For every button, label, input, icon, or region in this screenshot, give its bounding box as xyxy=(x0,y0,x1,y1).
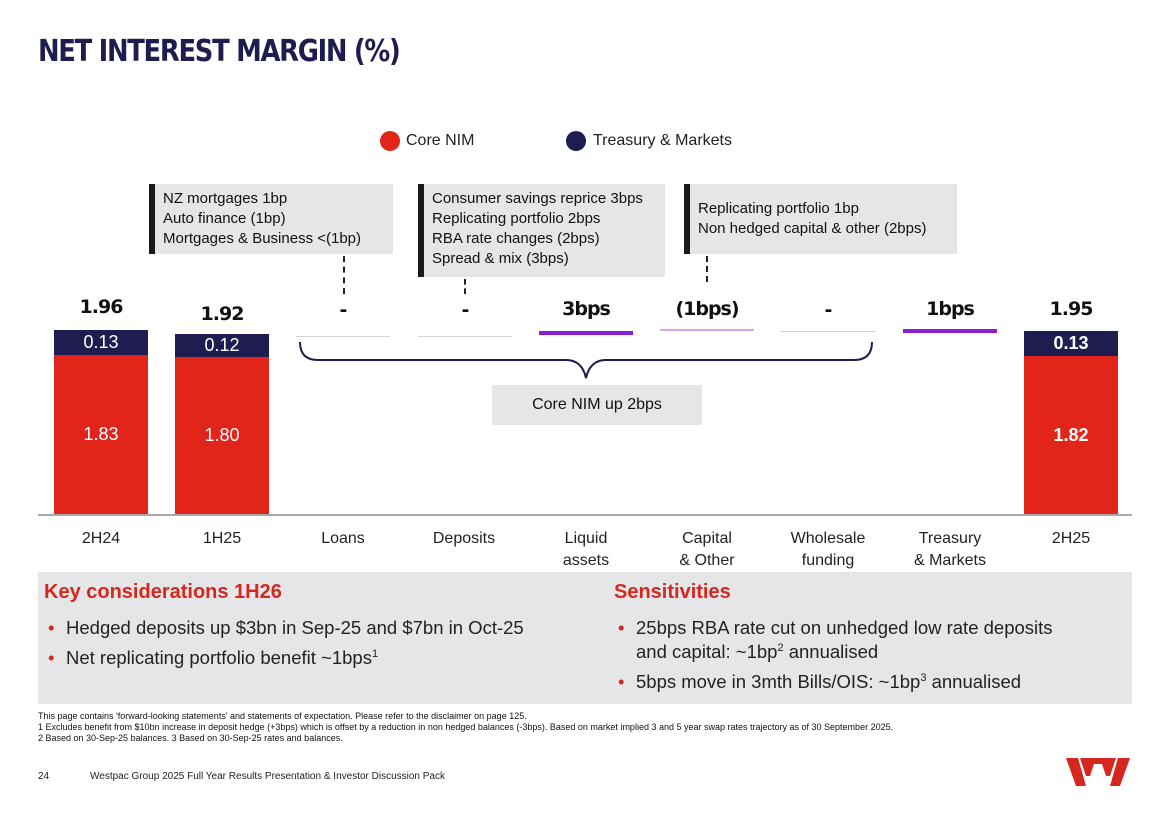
callout-deposits-line: Consumer savings reprice 3bps xyxy=(432,190,643,207)
x-tick-line: 2H24 xyxy=(81,530,121,547)
x-tick-label: 2H24 xyxy=(46,528,156,550)
list-item-text: and capital: ~1bp xyxy=(636,641,778,662)
step-value-label: 3bps xyxy=(562,298,611,320)
bar-total-label: 1.92 xyxy=(200,303,245,325)
legend-treasury: Treasury & Markets xyxy=(566,131,732,151)
x-tick-line: & Markets xyxy=(913,552,986,569)
callout-loans-line: Mortgages & Business <(1bp) xyxy=(163,230,362,247)
page-title: NET INTEREST MARGIN (%) xyxy=(38,34,401,69)
step-bar-liquid-assets xyxy=(539,331,633,335)
step-bar-treasury-markets xyxy=(903,329,997,333)
x-tick-label: 2H25 xyxy=(1016,528,1126,550)
footnote-ref: 1 xyxy=(371,647,379,660)
x-tick-line: Capital xyxy=(682,530,732,547)
bar-segment-core: 1.83 xyxy=(54,355,148,514)
list-item: Net replicating portfolio benefit ~1bps1 xyxy=(44,646,604,670)
core-nim-brace xyxy=(299,341,873,379)
bar-segment-treasury: 0.13 xyxy=(54,330,148,355)
callout-capital-line: Replicating portfolio 1bp xyxy=(698,200,859,217)
footnote-line: 2 Based on 30-Sep-25 balances. 3 Based o… xyxy=(38,733,343,743)
callout-capital: Replicating portfolio 1bp Non hedged cap… xyxy=(684,184,957,254)
step-value-label: - xyxy=(824,299,833,321)
x-tick-line: Liquid xyxy=(564,530,608,547)
bar-total-label: 1.96 xyxy=(79,296,124,318)
step-value-label: 1bps xyxy=(926,298,975,320)
x-tick-line: 1H25 xyxy=(202,530,242,547)
step-bar-loans xyxy=(296,336,390,337)
key-considerations-list: Hedged deposits up $3bn in Sep-25 and $7… xyxy=(44,616,604,676)
x-tick-line: Loans xyxy=(321,530,365,547)
step-value-label: (1bps) xyxy=(675,298,739,320)
core-nim-note: Core NIM up 2bps xyxy=(492,385,702,425)
key-considerations-heading: Key considerations 1H26 xyxy=(44,581,282,603)
page-number: 24 xyxy=(38,771,50,782)
callout-connector xyxy=(464,279,466,294)
x-tick-label: Loans xyxy=(288,528,398,550)
sensitivities-list: 25bps RBA rate cut on unhedged low rate … xyxy=(614,616,1124,700)
list-item-text: annualised xyxy=(926,671,1022,692)
x-tick-label: Deposits xyxy=(409,528,519,550)
x-tick-label: Wholesale funding xyxy=(773,528,883,572)
legend-label-core: Core NIM xyxy=(406,132,475,149)
list-item-text: annualised xyxy=(783,641,879,662)
callout-deposits-line: Spread & mix (3bps) xyxy=(432,250,569,267)
step-bar-deposits xyxy=(418,336,512,337)
list-item: 25bps RBA rate cut on unhedged low rate … xyxy=(614,616,1124,664)
x-tick-line: assets xyxy=(562,552,610,569)
callout-capital-line: Non hedged capital & other (2bps) xyxy=(698,220,927,237)
callout-deposits-line: Replicating portfolio 2bps xyxy=(432,210,601,227)
callout-connector xyxy=(343,256,345,294)
list-item: 5bps move in 3mth Bills/OIS: ~1bp3 annua… xyxy=(614,670,1124,694)
callout-loans-line: NZ mortgages 1bp xyxy=(163,190,288,207)
legend-core-nim: Core NIM xyxy=(380,131,474,151)
x-tick-label: Liquid assets xyxy=(531,528,641,572)
sensitivities-heading: Sensitivities xyxy=(614,581,731,603)
legend-swatch-core xyxy=(380,131,400,151)
document-title: Westpac Group 2025 Full Year Results Pre… xyxy=(90,771,445,782)
x-tick-line: Treasury xyxy=(918,530,982,547)
footnotes: This page contains 'forward-looking stat… xyxy=(38,711,893,744)
x-tick-line: & Other xyxy=(679,552,735,569)
step-value-label: - xyxy=(339,299,348,321)
x-tick-line: 2H25 xyxy=(1051,530,1091,547)
step-bar-wholesale-funding xyxy=(781,331,875,332)
x-tick-label: Capital & Other xyxy=(652,528,762,572)
x-tick-line: Deposits xyxy=(432,530,496,547)
legend-swatch-treasury xyxy=(566,131,586,151)
callout-connector xyxy=(706,256,708,282)
bar-segment-treasury: 0.12 xyxy=(175,334,269,357)
callout-deposits-line: RBA rate changes (2bps) xyxy=(432,230,600,247)
bar-total-label: 1.95 xyxy=(1049,298,1094,320)
x-tick-label: 1H25 xyxy=(167,528,277,550)
x-axis-line xyxy=(38,514,1132,516)
bar-segment-core: 1.82 xyxy=(1024,356,1118,514)
list-item-text: 25bps RBA rate cut on unhedged low rate … xyxy=(636,617,1053,638)
bar-segment-core: 1.80 xyxy=(175,357,269,514)
x-tick-line: funding xyxy=(801,552,855,569)
callout-loans-line: Auto finance (1bp) xyxy=(163,210,286,227)
footnote-ref: 3 xyxy=(920,671,927,684)
list-item-text: 5bps move in 3mth Bills/OIS: ~1bp xyxy=(636,671,921,692)
legend-label-treasury: Treasury & Markets xyxy=(593,132,732,149)
list-item-text: Net replicating portfolio benefit ~1bps xyxy=(66,647,372,668)
footnote-ref: 2 xyxy=(777,641,784,654)
list-item-text: Hedged deposits up $3bn in Sep-25 and $7… xyxy=(66,617,524,638)
list-item: Hedged deposits up $3bn in Sep-25 and $7… xyxy=(44,616,604,640)
considerations-panel: Key considerations 1H26 Hedged deposits … xyxy=(38,572,1132,704)
westpac-logo-icon xyxy=(1066,758,1130,786)
step-value-label: - xyxy=(461,299,470,321)
x-tick-label: Treasury & Markets xyxy=(895,528,1005,572)
callout-deposits: Consumer savings reprice 3bps Replicatin… xyxy=(418,184,665,277)
bar-segment-treasury: 0.13 xyxy=(1024,331,1118,356)
footnote-line: 1 Excludes benefit from $10bn increase i… xyxy=(38,722,894,732)
step-bar-capital-other xyxy=(660,329,754,331)
x-tick-line: Wholesale xyxy=(790,530,866,547)
callout-loans: NZ mortgages 1bp Auto finance (1bp) Mort… xyxy=(149,184,393,254)
footnote-line: This page contains 'forward-looking stat… xyxy=(38,711,527,721)
